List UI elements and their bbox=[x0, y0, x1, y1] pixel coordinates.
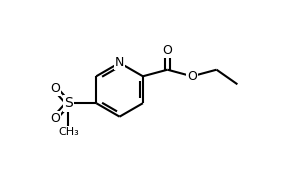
Text: O: O bbox=[187, 70, 197, 83]
Text: O: O bbox=[50, 82, 60, 95]
Text: O: O bbox=[162, 44, 172, 57]
Text: N: N bbox=[115, 56, 124, 69]
Text: O: O bbox=[50, 112, 60, 125]
Text: CH₃: CH₃ bbox=[58, 127, 79, 137]
Text: S: S bbox=[64, 96, 73, 110]
